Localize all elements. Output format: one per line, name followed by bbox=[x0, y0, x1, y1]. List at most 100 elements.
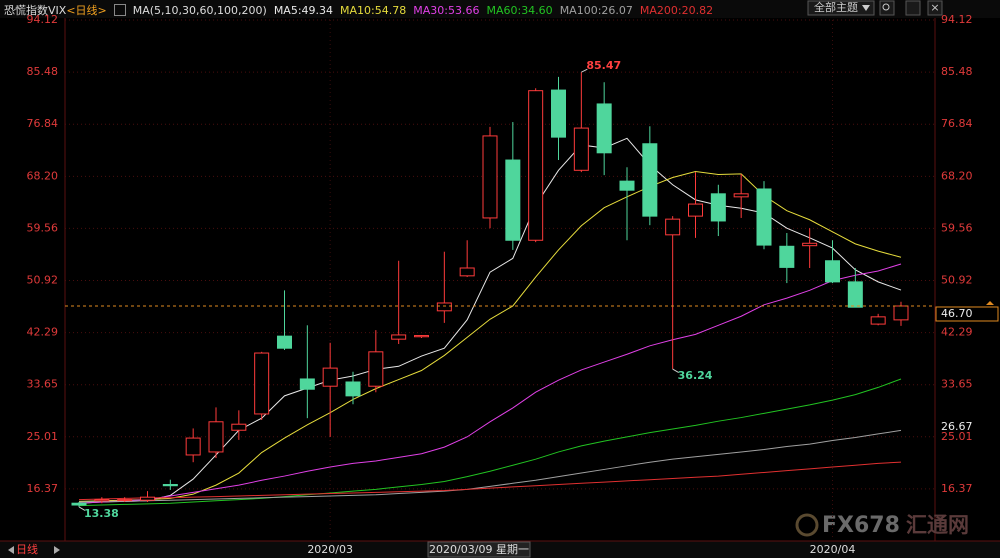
y-tick-label: 59.56 bbox=[27, 221, 59, 234]
candle-body bbox=[710, 193, 726, 222]
legend-entry: MA200:20.82 bbox=[639, 3, 714, 17]
y-tick-label: 16.37 bbox=[27, 482, 59, 495]
y-tick-label: 33.65 bbox=[941, 378, 973, 391]
candle-body bbox=[185, 437, 201, 456]
legend-entry: MA10:54.78 bbox=[340, 3, 407, 17]
candle-body bbox=[277, 335, 292, 349]
legend: 恐慌指数VIX <日线> MA(5,10,30,60,100,200) MA5:… bbox=[4, 2, 713, 18]
y-tick-label: 25.01 bbox=[27, 430, 59, 443]
candle-body bbox=[551, 89, 566, 138]
theme-button-label[interactable]: 全部主题 bbox=[814, 0, 858, 14]
candle-body bbox=[596, 103, 612, 154]
y-tick-label: 25.01 bbox=[941, 430, 973, 443]
candle-body bbox=[733, 193, 749, 198]
candle-body bbox=[414, 335, 429, 338]
ma-label: MA(5,10,30,60,100,200) bbox=[132, 3, 267, 17]
candle-body bbox=[208, 421, 224, 453]
candle-body bbox=[368, 351, 384, 387]
last-price-box bbox=[935, 306, 999, 322]
watermark-cn: 汇通网 bbox=[906, 513, 969, 537]
y-tick-label: 16.37 bbox=[941, 482, 973, 495]
cursor-label-box bbox=[427, 541, 531, 558]
y-tick-label: 33.65 bbox=[27, 378, 59, 391]
y-tick-label: 94.12 bbox=[27, 13, 59, 26]
annotation: 85.47 bbox=[586, 59, 621, 72]
ma-line bbox=[78, 263, 902, 504]
y-tick-label: 42.29 bbox=[941, 326, 973, 339]
theme-button[interactable] bbox=[807, 0, 875, 16]
header-bar bbox=[0, 0, 1000, 18]
candle-body bbox=[528, 90, 544, 241]
legend-entry: MA100:26.07 bbox=[559, 3, 633, 17]
annotation-pointer bbox=[672, 368, 679, 374]
candle-body bbox=[665, 218, 681, 236]
search-button[interactable] bbox=[879, 0, 895, 16]
candle-body bbox=[573, 127, 589, 171]
y-tick-label: 76.84 bbox=[27, 117, 59, 130]
candle-body bbox=[322, 367, 338, 387]
ma-line bbox=[78, 461, 902, 501]
y-tick-label: 68.20 bbox=[941, 169, 973, 182]
candle-body bbox=[642, 143, 658, 217]
annotation-pointer bbox=[581, 68, 588, 73]
last-price-label: 46.70 bbox=[941, 307, 973, 320]
search-icon bbox=[882, 3, 890, 11]
y-tick-label: 59.56 bbox=[941, 221, 973, 234]
settings-button[interactable] bbox=[905, 0, 921, 16]
candle-body bbox=[299, 378, 315, 390]
candle-body bbox=[802, 242, 818, 247]
candle-body bbox=[505, 159, 521, 241]
candle-body bbox=[619, 180, 635, 191]
candle-body bbox=[756, 188, 772, 246]
candle-body bbox=[688, 203, 703, 217]
right-marker: 26.67 bbox=[941, 420, 973, 433]
candle-body bbox=[254, 352, 270, 415]
icon bbox=[113, 4, 126, 16]
x-tick-label: 2020/04 bbox=[810, 543, 856, 556]
annotation-pointer bbox=[78, 506, 86, 511]
candle-body bbox=[345, 381, 361, 397]
period-button[interactable]: 日线 bbox=[16, 542, 38, 556]
close-icon: × bbox=[930, 1, 939, 14]
candle-body bbox=[779, 245, 795, 268]
x-tick-label: 2020/03 bbox=[307, 543, 353, 556]
last-price-arrow bbox=[986, 300, 994, 305]
candle-body bbox=[140, 496, 155, 501]
candle-body bbox=[870, 316, 886, 325]
period-right-arrow[interactable] bbox=[54, 546, 60, 554]
y-tick-label: 42.29 bbox=[27, 326, 59, 339]
y-tick-label: 76.84 bbox=[941, 117, 973, 130]
period-label: <日线> bbox=[66, 4, 107, 17]
y-tick-label: 68.20 bbox=[27, 169, 59, 182]
candle-body bbox=[231, 423, 247, 431]
period-left-arrow[interactable] bbox=[8, 546, 14, 554]
y-tick-label: 50.92 bbox=[941, 274, 973, 287]
candle-body bbox=[893, 305, 909, 321]
legend-entry: MA5:49.34 bbox=[273, 3, 334, 17]
candle-body bbox=[162, 484, 178, 487]
candle-body bbox=[825, 260, 840, 283]
annotation: 13.38 bbox=[84, 507, 119, 520]
ma-line bbox=[78, 429, 902, 503]
candle-body bbox=[459, 267, 475, 277]
title: 恐慌指数VIX bbox=[4, 4, 67, 17]
candle-body bbox=[117, 499, 133, 502]
candle-body bbox=[436, 302, 452, 312]
y-tick-label: 85.48 bbox=[27, 65, 59, 78]
y-tick-label: 50.92 bbox=[27, 274, 59, 287]
dropdown-icon bbox=[862, 5, 870, 11]
candle-body bbox=[94, 499, 110, 502]
close-button[interactable] bbox=[927, 0, 943, 16]
legend-entry: MA60:34.60 bbox=[486, 3, 553, 17]
ma-line bbox=[78, 378, 902, 507]
y-tick-label: 85.48 bbox=[941, 65, 973, 78]
candle-body bbox=[71, 502, 87, 506]
candle-body bbox=[847, 281, 863, 308]
watermark-logo bbox=[795, 513, 819, 537]
annotation: 36.24 bbox=[678, 369, 713, 382]
watermark: FX678 bbox=[822, 513, 900, 538]
cursor-label: 2020/03/09 星期一 bbox=[429, 543, 529, 556]
legend-entry: MA30:53.66 bbox=[413, 3, 480, 17]
